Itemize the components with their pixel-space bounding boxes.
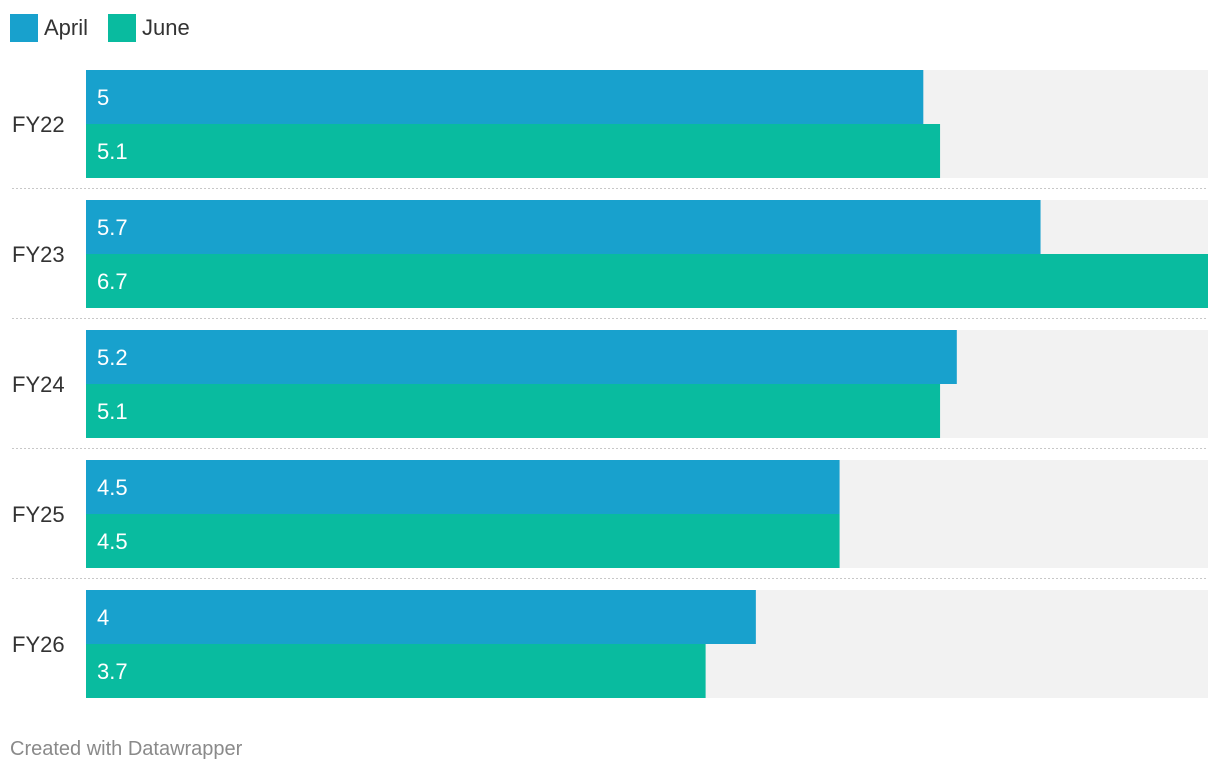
value-label-fy23-april: 5.7 bbox=[97, 215, 128, 240]
legend-item-april: April bbox=[10, 14, 88, 42]
value-label-fy24-june: 5.1 bbox=[97, 399, 128, 424]
bar-fy22-april bbox=[86, 70, 924, 124]
bar-fy23-april bbox=[86, 200, 1041, 254]
category-label-fy24: FY24 bbox=[12, 372, 65, 397]
chart-legend: April June bbox=[10, 14, 210, 42]
bar-fy25-june bbox=[86, 514, 840, 568]
category-label-fy22: FY22 bbox=[12, 112, 65, 137]
category-label-fy23: FY23 bbox=[12, 242, 65, 267]
category-label-fy25: FY25 bbox=[12, 502, 65, 527]
bar-fy26-june bbox=[86, 644, 706, 698]
legend-label-april: April bbox=[44, 15, 89, 40]
legend-item-june: June bbox=[108, 14, 190, 42]
bar-fy24-april bbox=[86, 330, 957, 384]
legend-swatch-june bbox=[108, 14, 137, 42]
value-label-fy22-april: 5 bbox=[97, 85, 109, 110]
bar-fy22-june bbox=[86, 124, 941, 178]
bar-fy24-june bbox=[86, 384, 941, 438]
value-label-fy24-april: 5.2 bbox=[97, 345, 128, 370]
value-label-fy25-june: 4.5 bbox=[97, 529, 128, 554]
legend-swatch-april bbox=[10, 14, 38, 42]
value-label-fy22-june: 5.1 bbox=[97, 139, 128, 164]
legend-label-june: June bbox=[142, 15, 190, 40]
footer-credit: Created with Datawrapper bbox=[10, 738, 243, 760]
bar-fy23-june bbox=[86, 254, 1208, 308]
category-label-fy26: FY26 bbox=[12, 632, 65, 657]
value-label-fy26-april: 4 bbox=[97, 605, 109, 630]
bar-fy26-april bbox=[86, 590, 756, 644]
value-label-fy25-april: 4.5 bbox=[97, 475, 128, 500]
value-label-fy23-june: 6.7 bbox=[97, 269, 128, 294]
bar-fy25-april bbox=[86, 460, 840, 514]
value-label-fy26-june: 3.7 bbox=[97, 659, 128, 684]
